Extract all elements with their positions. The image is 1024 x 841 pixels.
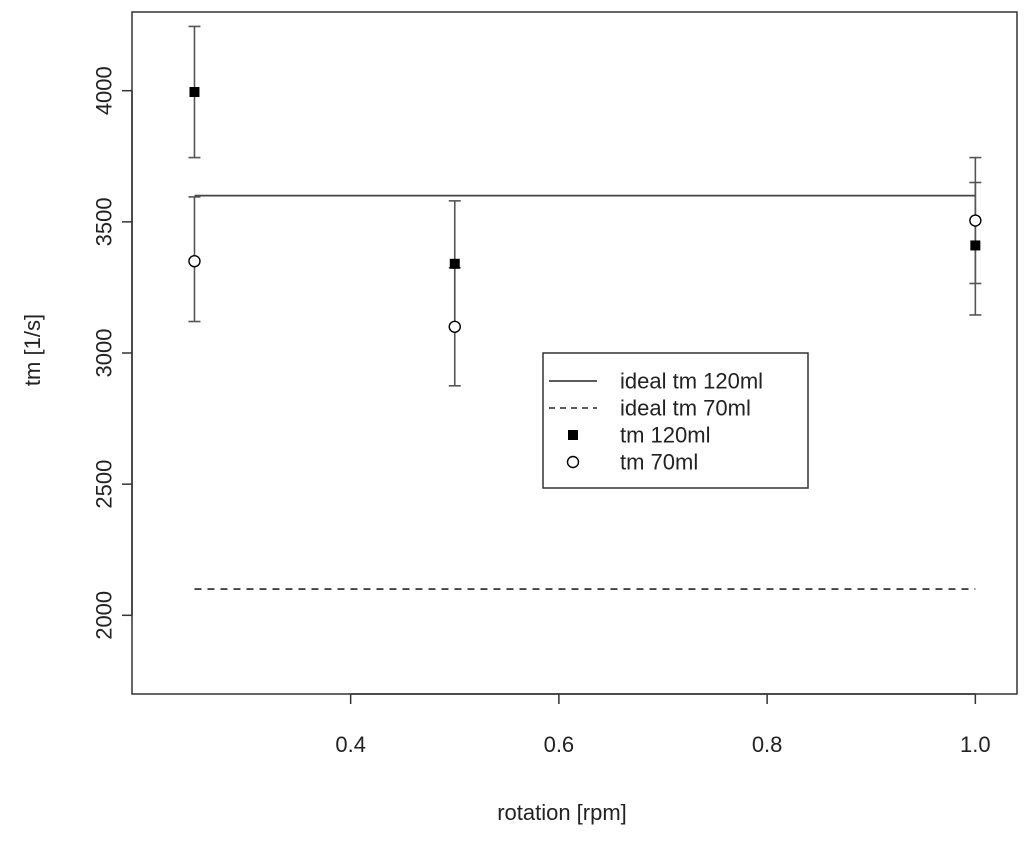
x-tick-label: 0.6 — [544, 732, 575, 757]
point-tm-120ml — [189, 87, 200, 98]
x-axis-title: rotation [rpm] — [497, 800, 627, 825]
y-tick-label: 2500 — [92, 460, 117, 509]
legend-label: ideal tm 120ml — [620, 369, 763, 394]
x-tick-label: 0.8 — [752, 732, 783, 757]
y-axis-title: tm [1/s] — [20, 314, 45, 386]
y-tick-label: 3000 — [92, 329, 117, 378]
legend-label: tm 70ml — [620, 450, 698, 475]
point-tm-70ml — [969, 214, 982, 227]
x-tick-label: 0.4 — [335, 732, 366, 757]
legend-label: ideal tm 70ml — [620, 396, 751, 421]
point-tm-70ml — [188, 254, 201, 268]
legend-square-swatch — [568, 430, 578, 440]
point-tm-120ml — [970, 240, 981, 251]
y-tick-label: 2000 — [92, 591, 117, 640]
y-axis: 2000 2500 3000 3500 4000 — [92, 66, 133, 640]
legend-box — [542, 352, 809, 489]
point-tm-70ml — [448, 320, 461, 333]
legend-circle-swatch — [566, 455, 580, 469]
x-tick-label: 1.0 — [960, 732, 991, 757]
legend-label: tm 120ml — [620, 423, 710, 448]
y-tick-label: 3500 — [92, 197, 117, 246]
point-tm-120ml — [449, 258, 460, 269]
plot-area — [188, 25, 982, 590]
x-axis: 0.4 0.6 0.8 1.0 — [335, 693, 991, 757]
y-tick-label: 4000 — [92, 66, 117, 115]
